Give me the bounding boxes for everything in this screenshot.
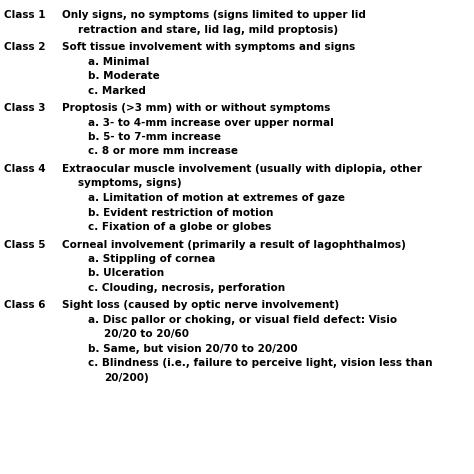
Text: a. Minimal: a. Minimal <box>88 56 149 66</box>
Text: Sight loss (caused by optic nerve involvement): Sight loss (caused by optic nerve involv… <box>62 301 339 310</box>
Text: c. 8 or more mm increase: c. 8 or more mm increase <box>88 146 238 156</box>
Text: c. Fixation of a globe or globes: c. Fixation of a globe or globes <box>88 222 272 232</box>
Text: Soft tissue involvement with symptoms and signs: Soft tissue involvement with symptoms an… <box>62 42 355 52</box>
Text: Extraocular muscle involvement (usually with diplopia, other: Extraocular muscle involvement (usually … <box>62 164 422 174</box>
Text: Class 5: Class 5 <box>4 239 46 249</box>
Text: b. Evident restriction of motion: b. Evident restriction of motion <box>88 208 273 218</box>
Text: Corneal involvement (primarily a result of lagophthalmos): Corneal involvement (primarily a result … <box>62 239 406 249</box>
Text: b. 5- to 7-mm increase: b. 5- to 7-mm increase <box>88 132 221 142</box>
Text: a. 3- to 4-mm increase over upper normal: a. 3- to 4-mm increase over upper normal <box>88 118 334 128</box>
Text: a. Stippling of cornea: a. Stippling of cornea <box>88 254 215 264</box>
Text: Proptosis (>3 mm) with or without symptoms: Proptosis (>3 mm) with or without sympto… <box>62 103 330 113</box>
Text: a. Disc pallor or choking, or visual field defect: Visio: a. Disc pallor or choking, or visual fie… <box>88 315 397 325</box>
Text: c. Clouding, necrosis, perforation: c. Clouding, necrosis, perforation <box>88 283 285 293</box>
Text: c. Blindness (i.e., failure to perceive light, vision less than: c. Blindness (i.e., failure to perceive … <box>88 358 432 368</box>
Text: Class 4: Class 4 <box>4 164 46 174</box>
Text: Class 6: Class 6 <box>4 301 46 310</box>
Text: Class 3: Class 3 <box>4 103 46 113</box>
Text: b. Moderate: b. Moderate <box>88 71 160 81</box>
Text: b. Ulceration: b. Ulceration <box>88 268 164 279</box>
Text: Class 1: Class 1 <box>4 10 46 20</box>
Text: Only signs, no symptoms (signs limited to upper lid: Only signs, no symptoms (signs limited t… <box>62 10 366 20</box>
Text: retraction and stare, lid lag, mild proptosis): retraction and stare, lid lag, mild prop… <box>78 25 338 35</box>
Text: symptoms, signs): symptoms, signs) <box>78 179 182 189</box>
Text: a. Limitation of motion at extremes of gaze: a. Limitation of motion at extremes of g… <box>88 193 345 203</box>
Text: b. Same, but vision 20/70 to 20/200: b. Same, but vision 20/70 to 20/200 <box>88 344 298 354</box>
Text: Class 2: Class 2 <box>4 42 46 52</box>
Text: c. Marked: c. Marked <box>88 85 146 95</box>
Text: 20/200): 20/200) <box>104 373 149 383</box>
Text: 20/20 to 20/60: 20/20 to 20/60 <box>104 329 189 339</box>
